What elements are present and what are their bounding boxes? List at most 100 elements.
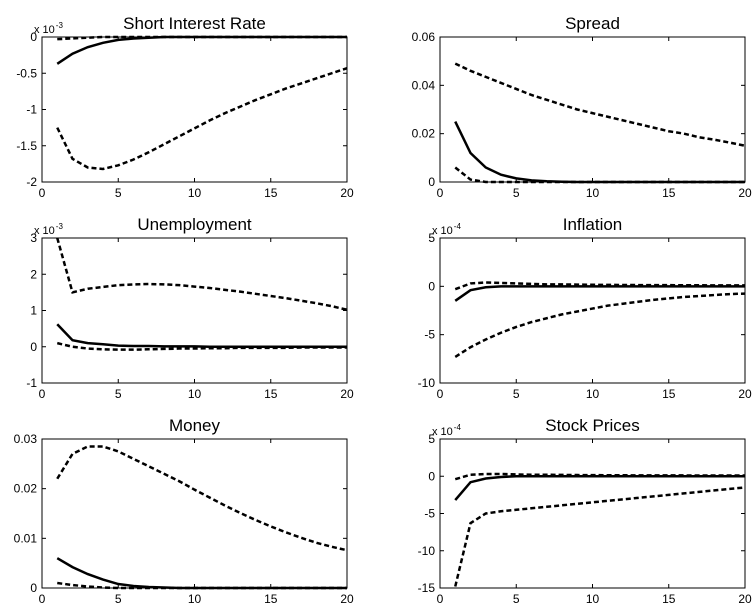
axes-box (41, 237, 348, 384)
y-tick-label: 0.02 (14, 482, 38, 496)
y-tick-label: 0.02 (412, 127, 436, 141)
x-tick-label: 10 (188, 387, 202, 401)
y-tick-label: 3 (30, 231, 37, 245)
exponent-base: x 10 (34, 225, 55, 237)
y-tick-label: 0 (30, 581, 37, 595)
x-tick-label: 5 (513, 592, 520, 606)
y-tick-label: -1.5 (16, 139, 37, 153)
exponent-power: -3 (56, 21, 64, 30)
axes-box (439, 237, 746, 384)
x-tick-label: 5 (115, 592, 122, 606)
x-tick-label: 5 (115, 387, 122, 401)
y-tick-label: 0 (30, 340, 37, 354)
x-tick-label: 10 (586, 186, 600, 200)
series-line (454, 285, 745, 302)
y-tick-label: 0 (428, 469, 435, 483)
y-tick-label: -2 (26, 175, 37, 189)
series-line (56, 323, 347, 348)
x-tick-label: 0 (437, 592, 444, 606)
y-tick-label: -1 (26, 103, 37, 117)
x-tick-label: 10 (188, 186, 202, 200)
panel: Inflation x 10-4 0 5 10 15 20 -10 -5 0 5 (418, 215, 752, 401)
series-line (56, 445, 348, 552)
y-tick-label: 0.03 (14, 432, 38, 446)
panel-title: Money (169, 416, 221, 435)
exponent-power: -3 (56, 222, 64, 231)
exponent-base: x 10 (432, 225, 453, 237)
x-tick-label: 15 (264, 387, 278, 401)
x-tick-label: 10 (586, 592, 600, 606)
x-tick-label: 20 (738, 186, 752, 200)
y-exponent-label: x 10-3 (34, 222, 63, 237)
exponent-base: x 10 (34, 24, 55, 36)
exponent-power: -4 (454, 222, 462, 231)
x-tick-label: 10 (586, 387, 600, 401)
x-tick-label: 0 (39, 387, 46, 401)
y-tick-label: -10 (418, 544, 436, 558)
x-tick-label: 0 (39, 186, 46, 200)
series-line (56, 66, 348, 171)
y-exponent-label: x 10-4 (432, 423, 461, 438)
y-tick-label: 0 (30, 30, 37, 44)
x-tick-label: 20 (738, 387, 752, 401)
series-line (56, 237, 348, 311)
y-tick-label: -5 (424, 507, 435, 521)
y-tick-label: 1 (30, 304, 37, 318)
series-line (454, 62, 746, 147)
x-tick-label: 15 (662, 592, 676, 606)
x-tick-label: 5 (115, 186, 122, 200)
y-tick-label: -5 (424, 328, 435, 342)
y-tick-label: 5 (428, 231, 435, 245)
panel-title: Unemployment (137, 215, 252, 234)
x-tick-label: 0 (437, 186, 444, 200)
series-line (454, 486, 746, 587)
x-tick-label: 20 (340, 186, 354, 200)
axes-box (439, 438, 746, 589)
y-tick-label: 0.06 (412, 30, 436, 44)
panel: Stock Prices x 10-4 0 5 10 15 20 -15 -10 -5 0 5 (418, 416, 752, 606)
panel-title: Stock Prices (545, 416, 639, 435)
x-tick-label: 20 (340, 387, 354, 401)
panel-title: Short Interest Rate (123, 14, 266, 33)
exponent-power: -4 (454, 423, 462, 432)
y-tick-label: 0 (428, 279, 435, 293)
x-tick-label: 20 (340, 592, 354, 606)
series-line (56, 341, 347, 351)
exponent-base: x 10 (432, 426, 453, 438)
y-tick-label: 0 (428, 175, 435, 189)
x-tick-label: 0 (437, 387, 444, 401)
y-tick-label: 0.01 (14, 531, 38, 545)
series-line (454, 292, 746, 358)
series-line (56, 35, 347, 65)
x-tick-label: 15 (264, 592, 278, 606)
y-tick-label: -15 (418, 581, 436, 595)
x-tick-label: 10 (188, 592, 202, 606)
y-tick-label: -1 (26, 376, 37, 390)
x-tick-label: 0 (39, 592, 46, 606)
series-line (56, 557, 347, 590)
panel: Spread 0 5 10 15 20 0 0.02 0.04 0.06 (412, 14, 752, 200)
x-tick-label: 15 (264, 186, 278, 200)
x-tick-label: 15 (662, 387, 676, 401)
axes-box (41, 438, 348, 589)
y-tick-label: 0.04 (412, 78, 436, 92)
series-line (454, 472, 745, 481)
y-exponent-label: x 10-4 (432, 222, 461, 237)
series-line (454, 121, 745, 184)
y-tick-label: -0.5 (16, 66, 37, 80)
series-line (454, 281, 745, 291)
x-tick-label: 20 (738, 592, 752, 606)
axes-box (41, 36, 348, 183)
x-tick-label: 15 (662, 186, 676, 200)
y-tick-label: -10 (418, 376, 436, 390)
y-exponent-label: x 10-3 (34, 21, 63, 36)
panel: Money 0 5 10 15 20 0 0.01 0.02 0.03 (14, 416, 354, 606)
y-tick-label: 5 (428, 432, 435, 446)
x-tick-label: 5 (513, 387, 520, 401)
series-line (454, 475, 745, 501)
panel-title: Inflation (563, 215, 623, 234)
panel-title: Spread (565, 14, 620, 33)
